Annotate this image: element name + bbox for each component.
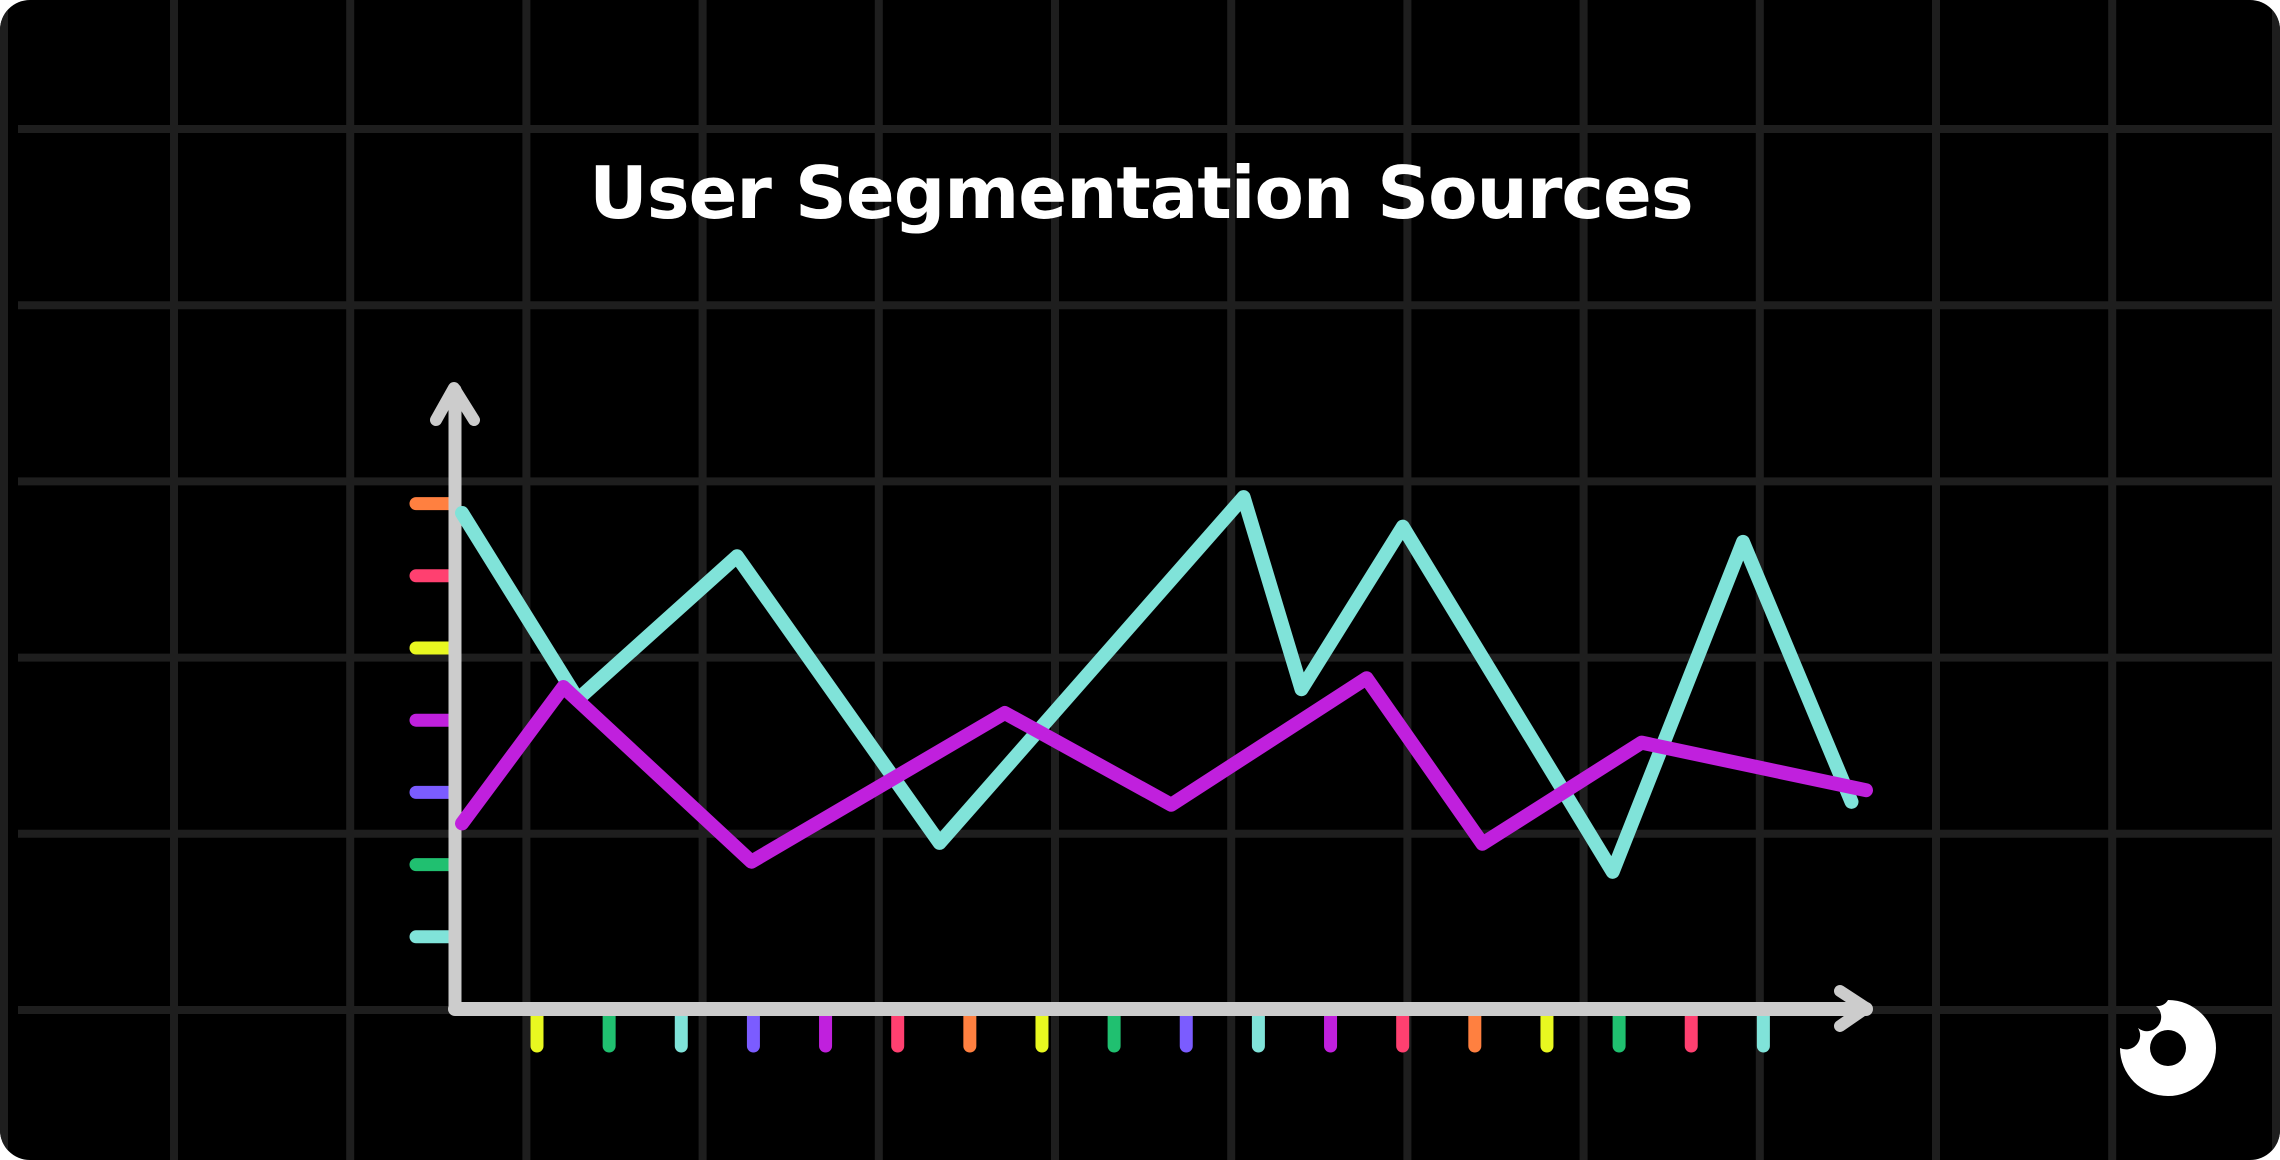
- chart-title: User Segmentation Sources: [589, 151, 1693, 235]
- data-series: [455, 490, 1873, 879]
- series-line-b: [455, 671, 1873, 869]
- logo: [2120, 1000, 2216, 1096]
- donut-bite-icon: [2120, 1000, 2216, 1096]
- x-axis-ticks: [530, 1007, 1770, 1053]
- axes: [430, 382, 1873, 1032]
- series-line-a: [455, 490, 1859, 879]
- y-axis-arrow-icon: [430, 382, 480, 426]
- y-axis-ticks: [409, 497, 459, 944]
- x-axis-arrow-icon: [1834, 985, 1872, 1032]
